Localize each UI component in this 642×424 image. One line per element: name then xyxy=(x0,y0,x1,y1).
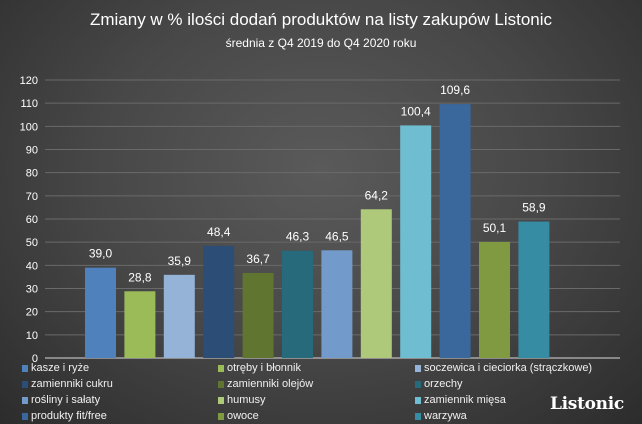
legend-label: zamiennik mięsa xyxy=(424,394,506,406)
bar-9 xyxy=(400,125,432,358)
data-label: 109,6 xyxy=(440,83,470,97)
legend-item: zamiennik mięsa xyxy=(415,394,506,406)
legend-label: owoce xyxy=(227,410,259,422)
data-label: 39,0 xyxy=(89,247,113,261)
legend-label: zamienniki cukru xyxy=(31,378,113,390)
legend-item: humusy xyxy=(218,394,266,406)
bar-5 xyxy=(242,272,274,358)
legend-item: zamienniki cukru xyxy=(22,378,113,390)
bar-10 xyxy=(439,104,471,359)
data-label: 46,5 xyxy=(325,229,349,243)
y-tick-label: 110 xyxy=(20,98,38,110)
legend-label: orzechy xyxy=(424,378,463,390)
legend-swatch xyxy=(415,396,421,404)
y-tick-label: 100 xyxy=(20,121,38,133)
y-tick-label: 20 xyxy=(26,307,38,319)
legend-label: otręby i błonnik xyxy=(227,362,301,374)
y-tick-label: 30 xyxy=(26,284,38,296)
data-label: 46,3 xyxy=(286,230,310,244)
data-label: 58,9 xyxy=(522,201,546,215)
legend-item: soczewica i cieciorka (strączkowe) xyxy=(415,362,592,374)
bar-6 xyxy=(282,250,313,358)
legend-swatch xyxy=(22,380,28,388)
legend-label: warzywa xyxy=(424,410,467,422)
bar-7 xyxy=(321,250,353,358)
y-tick-label: 10 xyxy=(26,330,38,342)
bar-4 xyxy=(203,245,235,358)
data-label: 64,2 xyxy=(365,188,389,202)
data-label: 36,7 xyxy=(246,252,270,266)
legend-label: zamienniki olejów xyxy=(227,378,314,390)
y-tick-label: 0 xyxy=(32,353,38,365)
y-tick-label: 70 xyxy=(26,191,38,203)
bar-8 xyxy=(360,209,392,358)
bar-12 xyxy=(518,221,550,358)
legend-swatch xyxy=(415,412,421,420)
legend-item: otręby i błonnik xyxy=(218,362,301,374)
data-label: 48,4 xyxy=(207,225,231,239)
y-tick-label: 120 xyxy=(20,75,38,87)
bar-2 xyxy=(124,291,156,358)
bar-1 xyxy=(85,267,116,358)
data-label: 35,9 xyxy=(168,254,192,268)
legend-label: produkty fit/free xyxy=(31,410,107,422)
legend-item: rośliny i sałaty xyxy=(22,394,100,406)
listonic-logo: Listonic xyxy=(550,394,624,414)
legend-swatch xyxy=(22,364,28,372)
y-tick-label: 50 xyxy=(26,237,38,249)
y-tick-label: 90 xyxy=(26,145,38,157)
chart-title: Zmiany w % ilości dodań produktów na lis… xyxy=(89,10,553,29)
y-tick-label: 40 xyxy=(26,260,38,272)
bar-3 xyxy=(163,274,195,358)
data-label: 100,4 xyxy=(401,104,431,118)
legend-swatch xyxy=(218,396,224,404)
y-tick-label: 60 xyxy=(26,214,38,226)
legend-item: warzywa xyxy=(415,410,467,422)
data-label: 50,1 xyxy=(483,221,507,235)
y-tick-label: 80 xyxy=(26,168,38,180)
legend-label: kasze i ryże xyxy=(31,362,90,374)
legend-label: humusy xyxy=(227,394,266,406)
bar-11 xyxy=(479,241,510,358)
legend-label: rośliny i sałaty xyxy=(31,394,101,406)
legend-swatch xyxy=(22,412,28,420)
legend-swatch xyxy=(218,412,224,420)
legend-swatch xyxy=(415,380,421,388)
legend-swatch xyxy=(218,380,224,388)
legend-item: owoce xyxy=(218,410,259,422)
legend-swatch xyxy=(22,396,28,404)
legend-swatch xyxy=(218,364,224,372)
legend-item: produkty fit/free xyxy=(22,410,107,422)
legend-item: zamienniki olejów xyxy=(218,378,313,390)
legend-item: kasze i ryże xyxy=(22,362,89,374)
legend-item: orzechy xyxy=(415,378,463,390)
legend-label: soczewica i cieciorka (strączkowe) xyxy=(424,362,593,374)
data-label: 28,8 xyxy=(128,270,152,284)
legend-swatch xyxy=(415,364,421,372)
chart-subtitle: średnia z Q4 2019 do Q4 2020 roku xyxy=(225,36,417,50)
